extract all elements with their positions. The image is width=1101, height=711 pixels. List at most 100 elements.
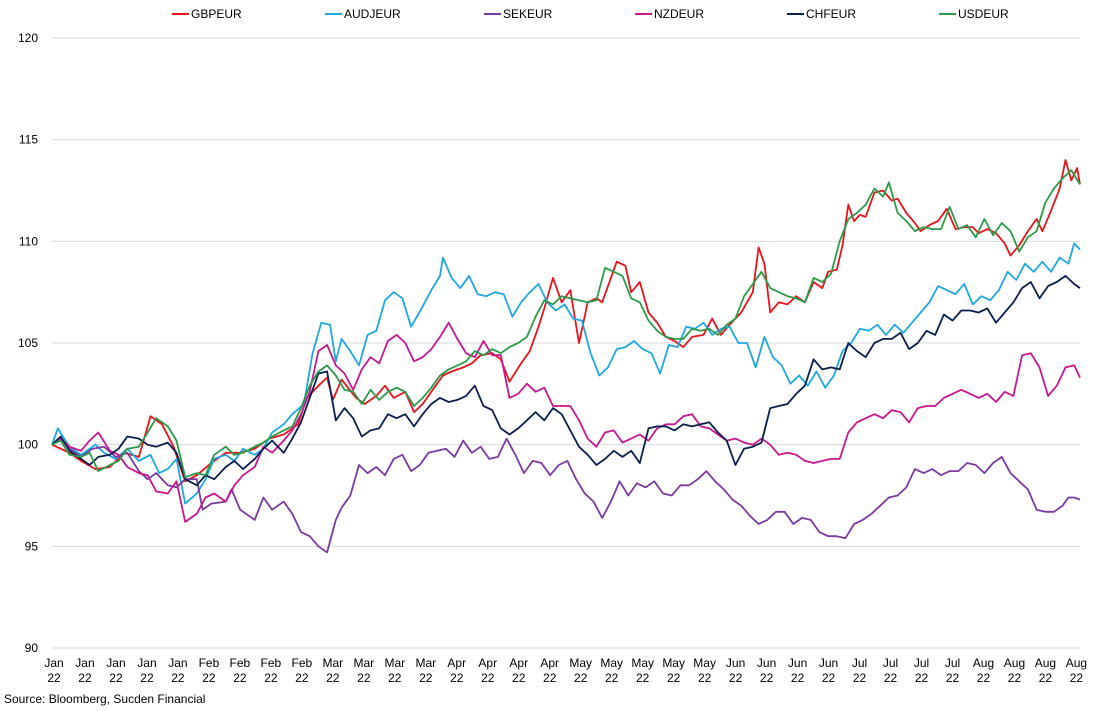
x-tick-year: 22 [140, 671, 154, 685]
x-tick-label: Jan 22 [137, 656, 156, 685]
x-tick-year: 22 [481, 671, 495, 685]
x-tick-label: Aug 22 [973, 656, 994, 685]
x-tick-label: Jul 22 [945, 656, 960, 685]
y-tick-label: 100 [18, 438, 38, 452]
y-tick-label: 90 [25, 641, 39, 655]
x-tick-month: Aug [1066, 656, 1087, 670]
x-tick-month: Apr [509, 656, 528, 670]
y-tick-label: 110 [19, 234, 38, 248]
series-line-nzdeur [51, 321, 1081, 523]
x-tick-month: May [569, 656, 592, 670]
x-tick-year: 22 [388, 671, 402, 685]
x-tick-month: Aug [1004, 656, 1025, 670]
x-tick-label: Apr 22 [478, 656, 497, 685]
x-tick-month: Jun [757, 656, 776, 670]
x-tick-year: 22 [1039, 671, 1053, 685]
x-tick-label: Jun 22 [788, 656, 807, 685]
x-tick-year: 22 [450, 671, 464, 685]
x-tick-label: Aug 22 [1004, 656, 1025, 685]
x-tick-label: Mar 22 [384, 656, 405, 685]
x-tick-month: Jun [819, 656, 838, 670]
x-tick-year: 22 [202, 671, 216, 685]
x-tick-year: 22 [574, 671, 588, 685]
x-tick-year: 22 [698, 671, 712, 685]
legend-label-gbpeur: GBPEUR [191, 7, 242, 21]
y-tick-label: 105 [18, 336, 38, 350]
x-tick-year: 22 [884, 671, 898, 685]
x-tick-month: Feb [230, 656, 251, 670]
y-tick-label: 95 [25, 539, 39, 553]
y-axis: 90 95 100 105 110 115 120 [18, 31, 38, 655]
legend-label-nzdeur: NZDEUR [654, 7, 704, 21]
x-tick-label: Jan 22 [106, 656, 125, 685]
x-tick-label: May 22 [662, 656, 685, 685]
x-tick-year: 22 [636, 671, 650, 685]
x-tick-month: Jun [788, 656, 807, 670]
x-tick-month: Mar [353, 656, 374, 670]
x-tick-label: Feb 22 [230, 656, 251, 685]
series-line-gbpeur [51, 159, 1081, 483]
x-tick-month: May [693, 656, 716, 670]
series-line-sekeur [51, 437, 1081, 554]
x-tick-year: 22 [791, 671, 805, 685]
x-tick-year: 22 [822, 671, 836, 685]
y-tick-label: 120 [18, 31, 38, 45]
x-tick-month: Jun [726, 656, 745, 670]
x-tick-month: Feb [292, 656, 313, 670]
x-tick-month: May [662, 656, 685, 670]
x-tick-month: Jul [852, 656, 867, 670]
x-tick-month: Jul [883, 656, 898, 670]
x-tick-month: Feb [199, 656, 220, 670]
x-tick-year: 22 [946, 671, 960, 685]
x-tick-month: Apr [478, 656, 497, 670]
x-tick-month: Mar [384, 656, 405, 670]
x-tick-year: 22 [171, 671, 185, 685]
x-tick-label: Jul 22 [914, 656, 929, 685]
x-tick-label: Feb 22 [292, 656, 313, 685]
x-tick-month: May [600, 656, 623, 670]
x-tick-month: Mar [415, 656, 436, 670]
x-tick-year: 22 [47, 671, 61, 685]
x-tick-year: 22 [78, 671, 92, 685]
x-tick-month: Apr [447, 656, 466, 670]
x-tick-label: Jun 22 [757, 656, 776, 685]
gridlines [52, 37, 1080, 649]
x-tick-year: 22 [109, 671, 123, 685]
x-tick-label: Jan 22 [75, 656, 94, 685]
x-tick-month: Aug [973, 656, 994, 670]
x-tick-month: Feb [261, 656, 282, 670]
x-tick-year: 22 [326, 671, 340, 685]
x-tick-year: 22 [419, 671, 433, 685]
x-tick-label: Jun 22 [819, 656, 838, 685]
x-tick-year: 22 [295, 671, 309, 685]
x-tick-label: Apr 22 [447, 656, 466, 685]
x-tick-label: Jan 22 [168, 656, 187, 685]
x-tick-label: Apr 22 [540, 656, 559, 685]
x-tick-month: Aug [1035, 656, 1056, 670]
x-tick-label: May 22 [693, 656, 716, 685]
x-tick-month: Jan [75, 656, 94, 670]
legend-label-audjeur: AUDJEUR [344, 7, 401, 21]
legend-label-usdeur: USDEUR [958, 7, 1009, 21]
x-tick-year: 22 [512, 671, 526, 685]
x-tick-label: Feb 22 [199, 656, 220, 685]
x-tick-label: Aug 22 [1035, 656, 1056, 685]
series-line-usdeur [51, 169, 1081, 479]
x-tick-year: 22 [264, 671, 278, 685]
series-line-chfeur [51, 275, 1081, 487]
x-tick-month: May [631, 656, 654, 670]
x-tick-year: 22 [915, 671, 929, 685]
x-tick-year: 22 [1070, 671, 1084, 685]
legend-label-sekeur: SEKEUR [503, 7, 553, 21]
x-tick-year: 22 [357, 671, 371, 685]
x-tick-label: Jul 22 [852, 656, 867, 685]
x-tick-year: 22 [543, 671, 557, 685]
x-tick-label: Mar 22 [323, 656, 344, 685]
x-tick-year: 22 [233, 671, 247, 685]
x-tick-label: Mar 22 [415, 656, 436, 685]
series-line-audjeur [51, 242, 1081, 505]
x-tick-year: 22 [729, 671, 743, 685]
legend-label-chfeur: CHFEUR [806, 7, 856, 21]
x-tick-label: May 22 [569, 656, 592, 685]
